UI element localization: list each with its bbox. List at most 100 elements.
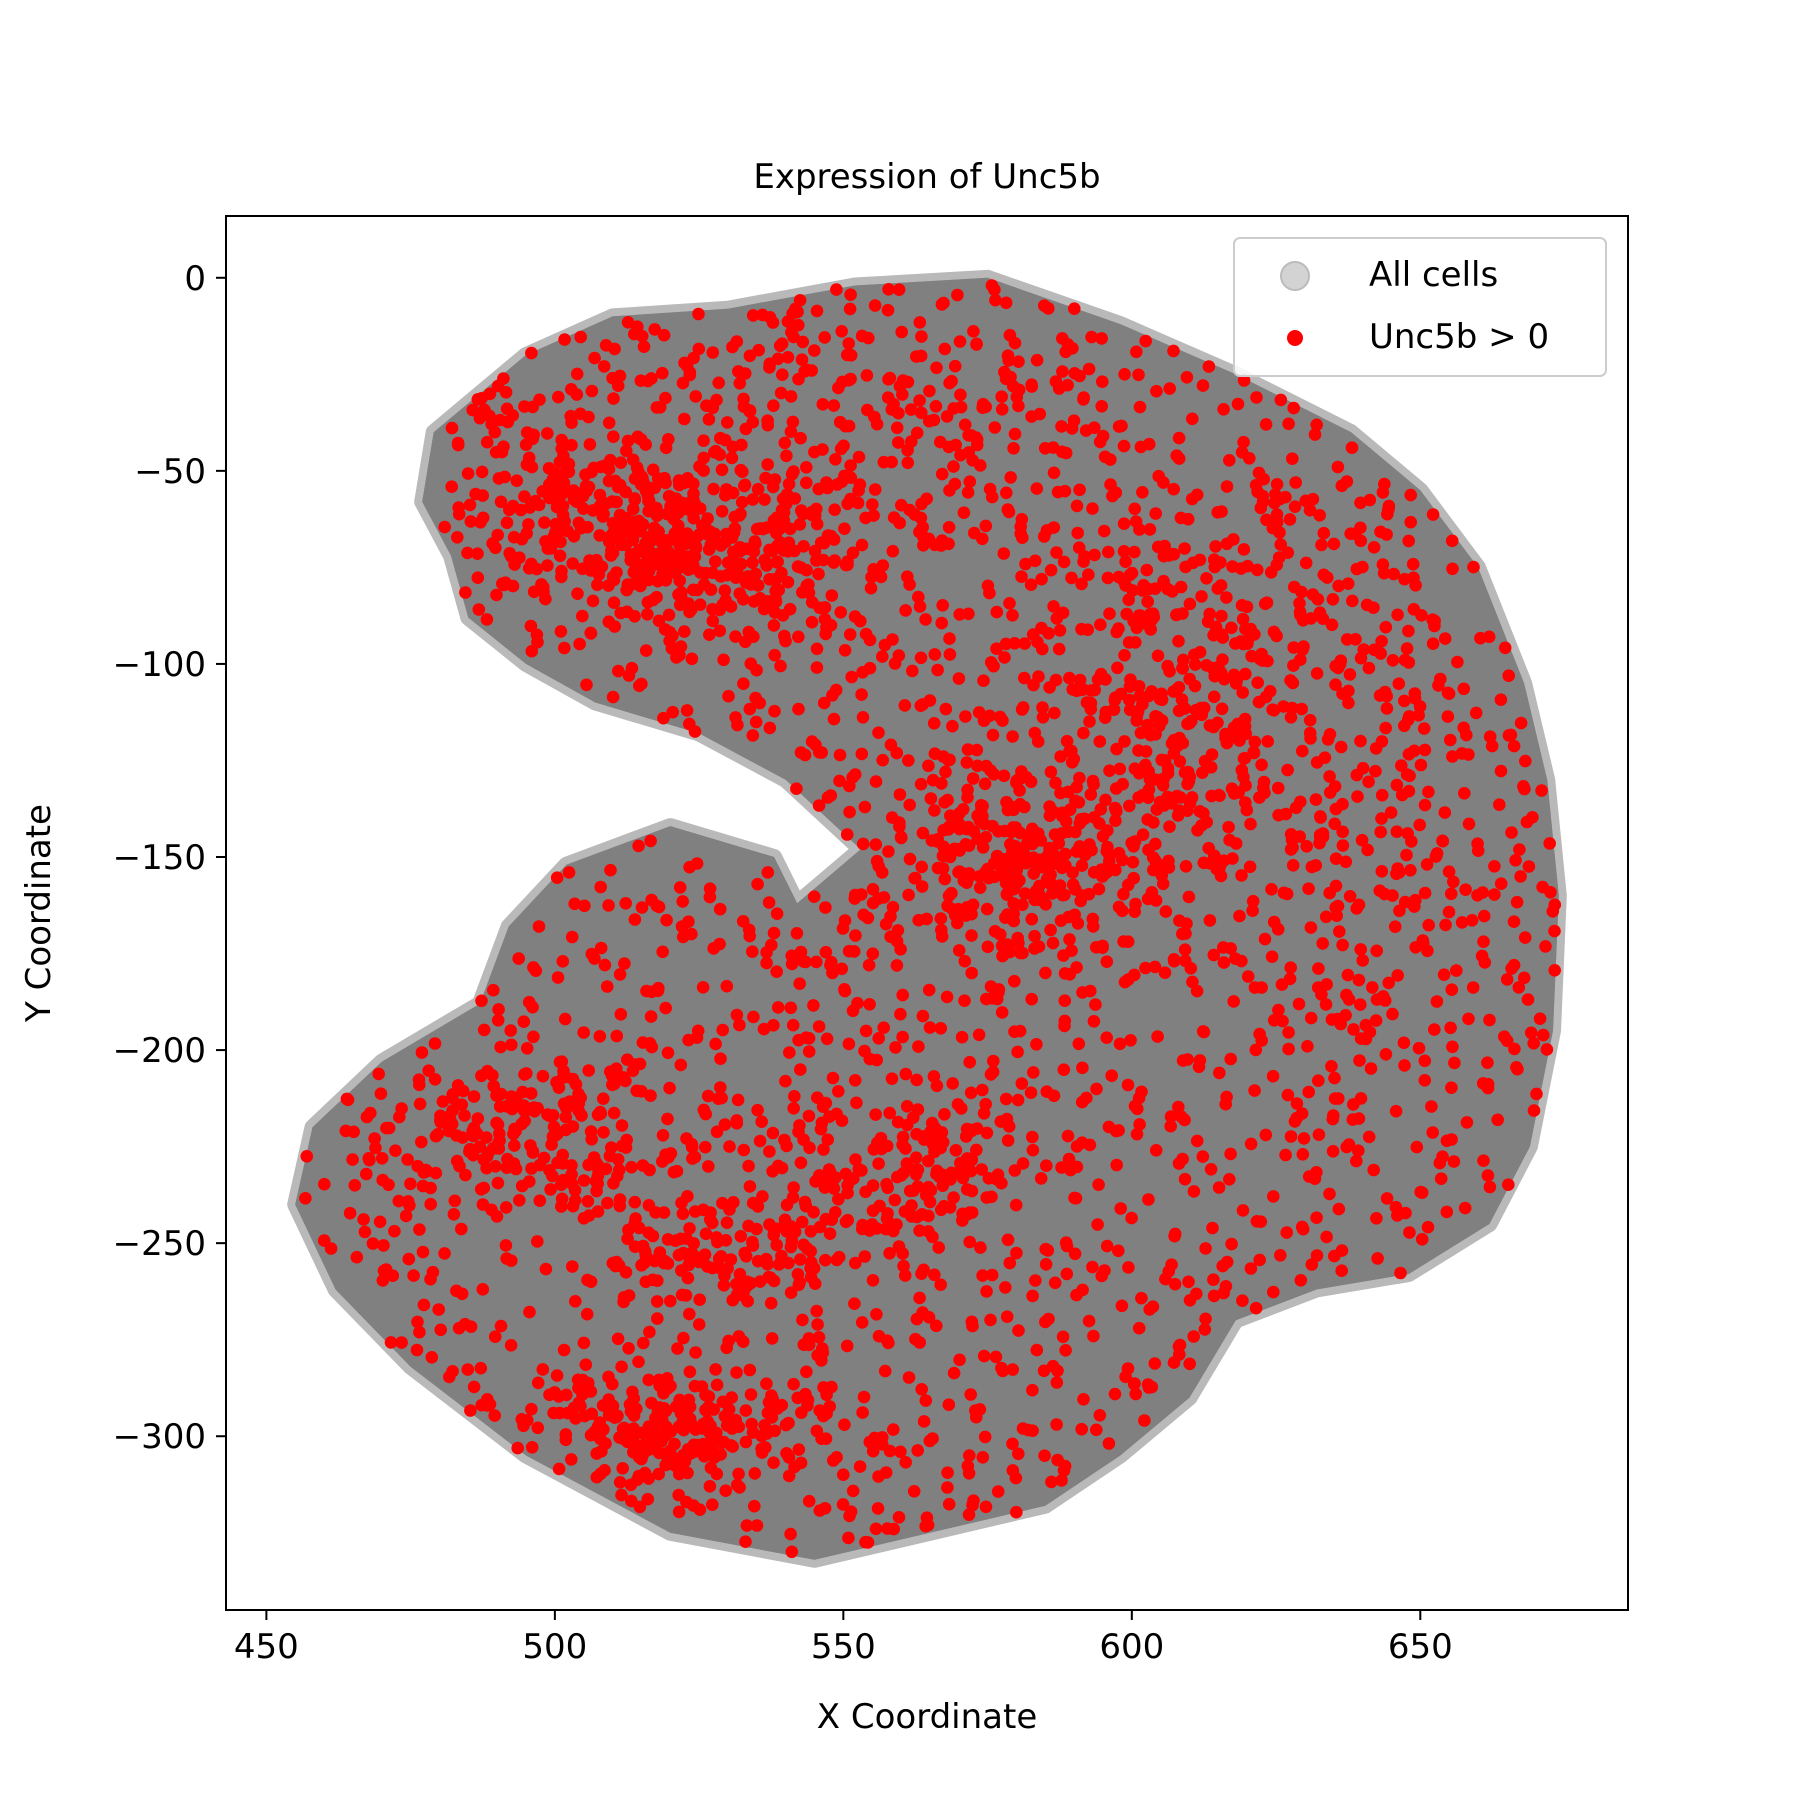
unc5b-cell-point xyxy=(1451,655,1464,669)
unc5b-cell-point xyxy=(1019,557,1032,571)
unc5b-cell-point xyxy=(539,1262,553,1276)
unc5b-cell-point xyxy=(576,609,589,623)
unc5b-cell-point xyxy=(1331,899,1345,913)
unc5b-cell-point xyxy=(1116,904,1129,918)
unc5b-cell-point xyxy=(377,1239,390,1252)
unc5b-cell-point xyxy=(1426,508,1440,521)
unc5b-cell-point xyxy=(644,1010,658,1023)
unc5b-cell-point xyxy=(1513,843,1526,856)
unc5b-cell-point xyxy=(744,1388,758,1401)
unc5b-cell-point xyxy=(1279,490,1292,504)
unc5b-cell-point xyxy=(1272,808,1285,822)
unc5b-cell-point xyxy=(1058,1014,1072,1028)
unc5b-cell-point xyxy=(1003,328,1017,342)
unc5b-cell-point xyxy=(1389,1200,1403,1214)
unc5b-cell-point xyxy=(1481,1056,1494,1069)
unc5b-cell-point xyxy=(1056,888,1069,902)
unc5b-cell-point xyxy=(1167,953,1181,966)
unc5b-cell-point xyxy=(428,1037,442,1050)
unc5b-cell-point xyxy=(410,1343,424,1357)
unc5b-cell-point xyxy=(656,366,669,380)
unc5b-cell-point xyxy=(954,448,967,462)
unc5b-cell-point xyxy=(851,996,864,1010)
unc5b-cell-point xyxy=(1059,1344,1072,1357)
unc5b-cell-point xyxy=(578,899,591,913)
unc5b-cell-point xyxy=(358,1225,372,1239)
unc5b-cell-point xyxy=(413,1223,426,1236)
unc5b-cell-point xyxy=(1096,829,1110,843)
unc5b-cell-point xyxy=(1207,553,1221,566)
unc5b-cell-point xyxy=(1051,485,1065,499)
unc5b-cell-point xyxy=(1282,1026,1295,1039)
unc5b-cell-point xyxy=(1057,555,1071,569)
unc5b-cell-point xyxy=(990,605,1004,619)
unc5b-cell-point xyxy=(1374,525,1387,539)
unc5b-cell-point xyxy=(1356,954,1369,967)
unc5b-cell-point xyxy=(1548,898,1562,912)
unc5b-cell-point xyxy=(1231,397,1245,411)
unc5b-cell-point xyxy=(477,1023,491,1037)
unc5b-cell-point xyxy=(928,648,942,661)
unc5b-cell-point xyxy=(628,913,642,926)
unc5b-cell-point xyxy=(1315,988,1328,1001)
unc5b-cell-point xyxy=(1352,898,1366,912)
unc5b-cell-point xyxy=(366,1237,380,1250)
unc5b-cell-point xyxy=(1054,750,1067,763)
unc5b-cell-point xyxy=(602,416,616,430)
unc5b-cell-point xyxy=(574,1400,587,1413)
unc5b-cell-point xyxy=(491,379,505,393)
unc5b-cell-point xyxy=(771,1001,785,1014)
unc5b-cell-point xyxy=(738,1246,752,1260)
unc5b-cell-point xyxy=(896,988,909,1002)
unc5b-cell-point xyxy=(704,1419,717,1432)
unc5b-cell-point xyxy=(655,536,669,549)
unc5b-cell-point xyxy=(1483,1013,1496,1027)
unc5b-cell-point xyxy=(1289,801,1303,815)
unc5b-cell-point xyxy=(914,777,928,791)
unc5b-cell-point xyxy=(1139,745,1153,758)
unc5b-cell-point xyxy=(601,1196,614,1210)
unc5b-cell-point xyxy=(506,579,520,593)
unc5b-cell-point xyxy=(732,1467,745,1481)
unc5b-cell-point xyxy=(1445,1081,1458,1094)
unc5b-cell-point xyxy=(1125,1211,1138,1225)
unc5b-cell-point xyxy=(682,1258,695,1272)
unc5b-cell-point xyxy=(1207,1273,1220,1286)
unc5b-cell-point xyxy=(995,403,1009,416)
unc5b-cell-point xyxy=(1001,1233,1015,1247)
unc5b-cell-point xyxy=(1065,422,1079,435)
unc5b-cell-point xyxy=(1325,1013,1339,1026)
unc5b-cell-point xyxy=(579,468,592,482)
unc5b-cell-point xyxy=(1178,943,1192,956)
unc5b-cell-point xyxy=(1101,571,1115,585)
unc5b-cell-point xyxy=(935,467,949,481)
unc5b-cell-point xyxy=(842,337,855,350)
unc5b-cell-point xyxy=(1028,929,1041,943)
unc5b-cell-point xyxy=(635,1259,648,1272)
unc5b-cell-point xyxy=(1195,590,1208,603)
unc5b-cell-point xyxy=(588,351,601,365)
unc5b-cell-point xyxy=(1059,446,1073,460)
unc5b-cell-point xyxy=(1361,843,1374,857)
unc5b-cell-point xyxy=(662,433,675,446)
unc5b-cell-point xyxy=(641,550,654,564)
unc5b-cell-point xyxy=(1093,735,1107,748)
unc5b-cell-point xyxy=(987,768,1001,781)
unc5b-cell-point xyxy=(1429,849,1443,863)
unc5b-cell-point xyxy=(1524,1026,1538,1040)
unc5b-cell-point xyxy=(841,1186,854,1200)
unc5b-cell-point xyxy=(1244,622,1257,636)
unc5b-cell-point xyxy=(1149,710,1162,723)
unc5b-cell-point xyxy=(756,1190,769,1203)
unc5b-cell-point xyxy=(1313,509,1326,522)
unc5b-cell-point xyxy=(877,891,891,904)
unc5b-cell-point xyxy=(664,1147,678,1160)
unc5b-cell-point xyxy=(1087,1015,1101,1028)
unc5b-cell-point xyxy=(672,1505,686,1519)
unc5b-cell-point xyxy=(343,1206,357,1220)
unc5b-cell-point xyxy=(565,383,578,396)
unc5b-cell-point xyxy=(984,1068,998,1081)
unc5b-cell-point xyxy=(1147,816,1160,829)
unc5b-cell-point xyxy=(1377,566,1391,580)
unc5b-cell-point xyxy=(1229,952,1242,965)
